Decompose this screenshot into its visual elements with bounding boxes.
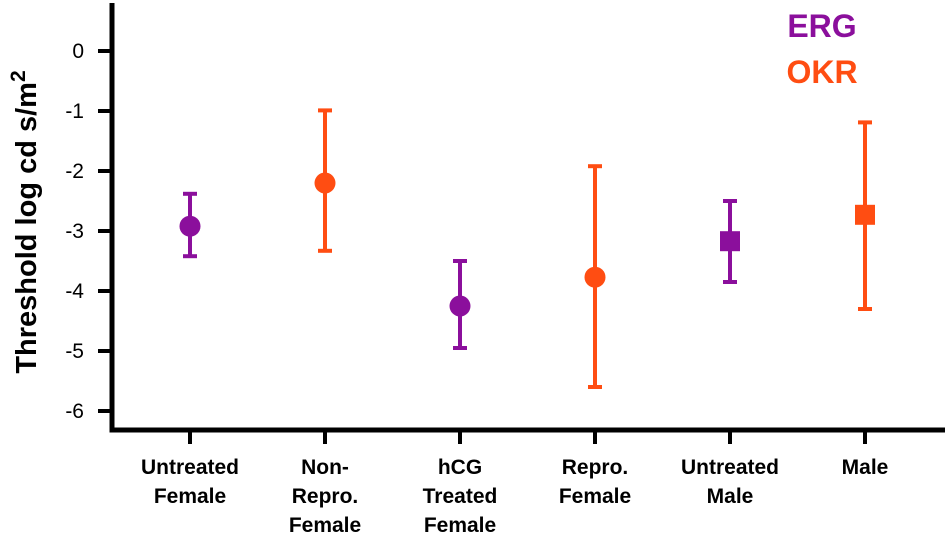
axes (109, 3, 945, 433)
marker-circle (314, 172, 336, 194)
x-tick-label-line: Treated (423, 485, 498, 508)
x-tick-label: Male (842, 456, 889, 479)
x-tick-label: Untreated Male (681, 456, 779, 508)
x-tick-label-line: Untreated (141, 456, 239, 479)
data-point-erg (720, 199, 740, 284)
x-tick-label: Repro. Female (559, 456, 631, 508)
x-ticks: Untreated Female Non- Repro. Female hCG Treate… (141, 430, 888, 537)
y-ticks: 0 -1 -2 -3 -4 -5 -6 (65, 40, 112, 423)
marker-circle (179, 215, 201, 237)
marker-circle (449, 295, 471, 317)
data-point-erg (449, 259, 471, 350)
marker-circle (584, 266, 606, 288)
legend: ERG OKR (786, 8, 857, 90)
y-axis-label: Threshold log cd s/m2 (7, 70, 43, 373)
y-tick-label: -1 (65, 100, 84, 123)
marker-square (855, 204, 875, 225)
y-tick-label: -6 (65, 400, 84, 423)
data-point-okr (314, 108, 336, 253)
x-tick-label: Untreated Female (141, 456, 239, 508)
y-tick-label: 0 (72, 40, 84, 63)
y-tick-label: -3 (65, 220, 84, 243)
x-tick-label-line: Female (559, 485, 631, 508)
data-point-okr (584, 164, 606, 389)
data-point-okr (855, 120, 875, 311)
y-axis-label-superscript: 2 (7, 70, 30, 82)
x-tick-label-line: Non- (301, 456, 349, 479)
y-tick-label: -5 (65, 340, 84, 363)
x-tick-label-line: Male (842, 456, 889, 479)
x-tick-label-line: Female (154, 485, 226, 508)
x-tick-label-line: Untreated (681, 456, 779, 479)
legend-okr: OKR (786, 54, 857, 90)
x-tick-label-line: Female (424, 514, 496, 537)
marker-square (720, 231, 740, 252)
legend-erg: ERG (787, 8, 856, 44)
y-axis-label-text: Threshold log cd s/m (11, 82, 43, 374)
x-tick-label-line: hCG (438, 456, 482, 479)
data-points (179, 108, 875, 389)
x-tick-label: hCG Treated Female (423, 456, 498, 537)
x-tick-label-line: Repro. (562, 456, 629, 479)
data-point-erg (179, 191, 201, 259)
x-tick-label-line: Female (289, 514, 361, 537)
x-tick-label-line: Male (707, 485, 754, 508)
y-tick-label: -4 (65, 280, 84, 303)
x-tick-label: Non- Repro. Female (289, 456, 361, 537)
x-tick-label-line: Repro. (292, 485, 359, 508)
y-tick-label: -2 (65, 160, 84, 183)
